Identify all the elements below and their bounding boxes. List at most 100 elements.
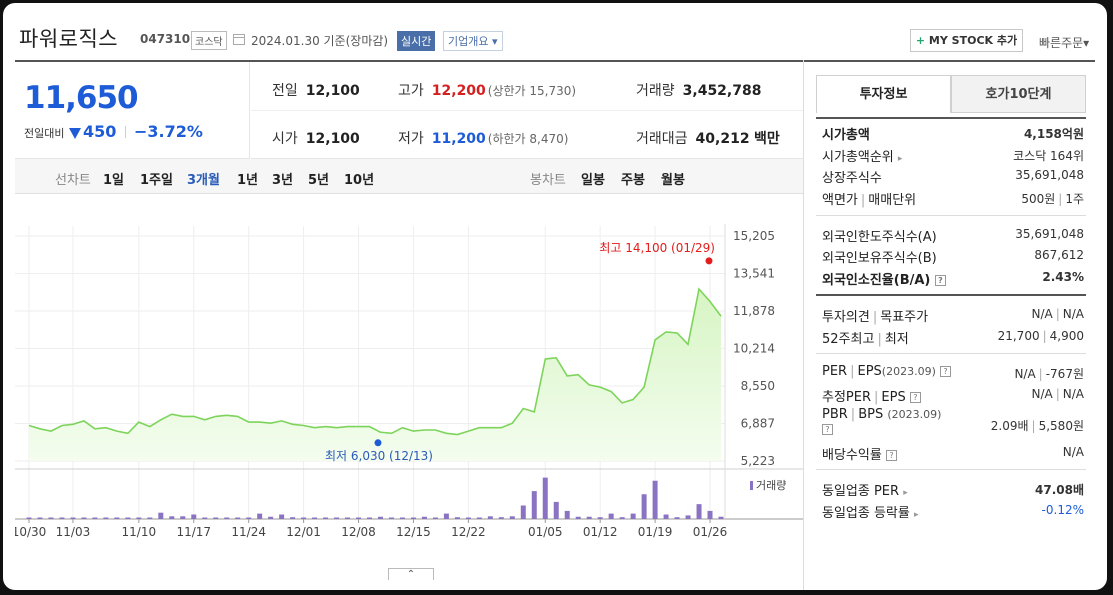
section-divider <box>816 117 1086 119</box>
volume-bar <box>652 480 658 519</box>
volume-legend: 거래량 <box>756 479 786 492</box>
price-chart[interactable]: 15,205 13,541 11,878 10,214 8,550 6,887 5,223 1… <box>15 194 803 590</box>
eps-date: (2023.09) <box>881 365 936 378</box>
help-icon[interactable]: ? <box>885 450 897 461</box>
chart-period-tabs: 선차트 1일 1주일 3개월 1년 3년 5년 10년 봉차트 일봉 주봉 월봉 <box>15 159 803 194</box>
add-my-stock-label: MY STOCK 추가 <box>925 34 1018 47</box>
dividend-row: 배당수익률 ? N/A <box>822 444 1084 464</box>
tab-1day[interactable]: 1일 <box>103 173 125 188</box>
volume-bar <box>136 517 142 519</box>
help-icon[interactable]: ? <box>934 275 946 286</box>
high-price: 고가 12,200 (상한가 15,730) <box>398 80 576 100</box>
foreign-ratio-row: 외국인소진율(B/A) ? 2.43% <box>822 269 1084 289</box>
tab-daily[interactable]: 일봉 <box>581 173 605 188</box>
y-tick-label: 6,887 <box>741 416 775 430</box>
company-overview-dropdown[interactable]: 기업개요 ▾ <box>443 31 503 51</box>
help-icon[interactable]: ? <box>822 424 833 435</box>
foreign-holding-row: 외국인보유주식수(B) 867,612 <box>822 247 1084 267</box>
open-price: 시가 12,100 <box>272 128 360 148</box>
tab-3year[interactable]: 3년 <box>272 173 294 188</box>
trade-unit-label: 매매단위 <box>868 193 917 208</box>
52week-low-label: 최저 <box>884 332 909 347</box>
target-price-value: N/A <box>1062 307 1084 321</box>
market-cap-label: 시가총액 <box>822 128 870 143</box>
arrow-right-icon: ▸ <box>903 488 908 498</box>
listed-shares-label: 상장주식수 <box>822 171 882 186</box>
x-tick-label: 01/19 <box>638 525 673 539</box>
trade-amount-unit: 백만 <box>754 131 780 147</box>
y-tick-label: 5,223 <box>741 454 775 468</box>
volume-bar <box>158 512 164 519</box>
volume-bar <box>531 491 537 519</box>
quote-grid: 전일 12,100 고가 12,200 (상한가 15,730) 거래량 3,452,7… <box>251 62 803 159</box>
market-cap-value: 4,158억원 <box>1023 127 1084 141</box>
opinion-value: N/A <box>1031 307 1053 321</box>
help-icon[interactable]: ? <box>940 366 952 377</box>
volume-bar <box>202 517 208 519</box>
tab-1week[interactable]: 1주일 <box>140 173 173 188</box>
expand-chart-button[interactable]: ⌃ <box>388 568 434 580</box>
x-tick-label: 10/30 <box>15 525 46 539</box>
52week-low-value: 4,900 <box>1049 329 1084 343</box>
tab-1year[interactable]: 1년 <box>237 173 259 188</box>
volume-bar <box>476 517 482 519</box>
market-cap-row: 시가총액 4,158억원 <box>822 124 1084 144</box>
tab-5year[interactable]: 5년 <box>308 173 330 188</box>
high-label: 고가 <box>398 83 424 99</box>
est-per-label: 추정PER <box>822 390 872 405</box>
pbr-label: PBR <box>822 407 848 422</box>
x-tick-label: 11/17 <box>176 525 211 539</box>
tab-3month[interactable]: 3개월 <box>187 173 220 188</box>
market-cap-rank-label: 시가총액순위 <box>822 150 894 165</box>
stock-name: 파워로직스 <box>19 27 119 51</box>
volume-label: 거래량 <box>636 83 675 99</box>
volume-bar <box>564 510 570 519</box>
volume-bar <box>246 517 252 519</box>
tab-weekly[interactable]: 주봉 <box>621 173 645 188</box>
target-price-label: 목표주가 <box>880 310 929 325</box>
prev-close: 전일 12,100 <box>272 80 360 100</box>
x-tick-label: 01/05 <box>528 525 563 539</box>
volume-bar <box>26 517 32 519</box>
52week-row: 52주최고 | 최저 21,700 | 4,900 <box>822 329 1084 347</box>
volume-bar <box>674 517 680 519</box>
par-value-label: 액면가 <box>822 193 858 208</box>
volume-bar <box>685 515 691 519</box>
volume-bar <box>345 517 351 519</box>
section-divider <box>816 353 1086 354</box>
volume-legend-swatch <box>750 481 753 490</box>
opinion-row: 투자의견 | 목표주가 N/A | N/A <box>822 307 1084 325</box>
x-tick-label: 01/12 <box>583 525 618 539</box>
tab-monthly[interactable]: 월봉 <box>661 173 685 188</box>
market-badge: 코스닥 <box>191 31 227 50</box>
eps-value: -767원 <box>1045 367 1084 381</box>
volume-bar <box>696 504 702 519</box>
volume-bar <box>520 505 526 519</box>
tab-10year[interactable]: 10년 <box>344 173 375 188</box>
volume-bar <box>169 516 175 519</box>
volume-bar <box>542 477 548 519</box>
realtime-badge[interactable]: 실시간 <box>397 31 436 51</box>
arrow-right-icon: ▸ <box>897 154 903 164</box>
volume-bar <box>465 517 471 519</box>
52week-high-value: 21,700 <box>997 329 1040 343</box>
help-icon[interactable]: ? <box>909 392 921 403</box>
tab-order-book[interactable]: 호가10단계 <box>951 75 1086 113</box>
x-tick-label: 11/03 <box>56 525 91 539</box>
volume-bar <box>367 517 373 519</box>
section-divider <box>816 215 1086 216</box>
base-date: 2024.01.30 기준(장마감) <box>251 34 389 48</box>
volume-bar <box>575 516 581 519</box>
quick-order-dropdown[interactable]: 빠른주문▾ <box>1039 36 1090 50</box>
volume-bar <box>410 517 416 519</box>
calendar-icon <box>233 34 245 45</box>
tab-investment-info[interactable]: 투자정보 <box>816 75 951 113</box>
y-tick-label: 13,541 <box>733 267 775 281</box>
foreign-ratio-value: 2.43% <box>1042 270 1084 284</box>
bps-date: (2023.09) <box>887 408 942 421</box>
low-value: 11,200 <box>431 131 486 147</box>
lower-limit: (하한가 8,470) <box>487 132 569 146</box>
par-value-value: 500원 <box>1021 192 1056 206</box>
price-box: 11,650 전일대비 450 −3.72% <box>15 62 250 159</box>
add-my-stock-button[interactable]: + MY STOCK 추가 <box>910 29 1023 52</box>
